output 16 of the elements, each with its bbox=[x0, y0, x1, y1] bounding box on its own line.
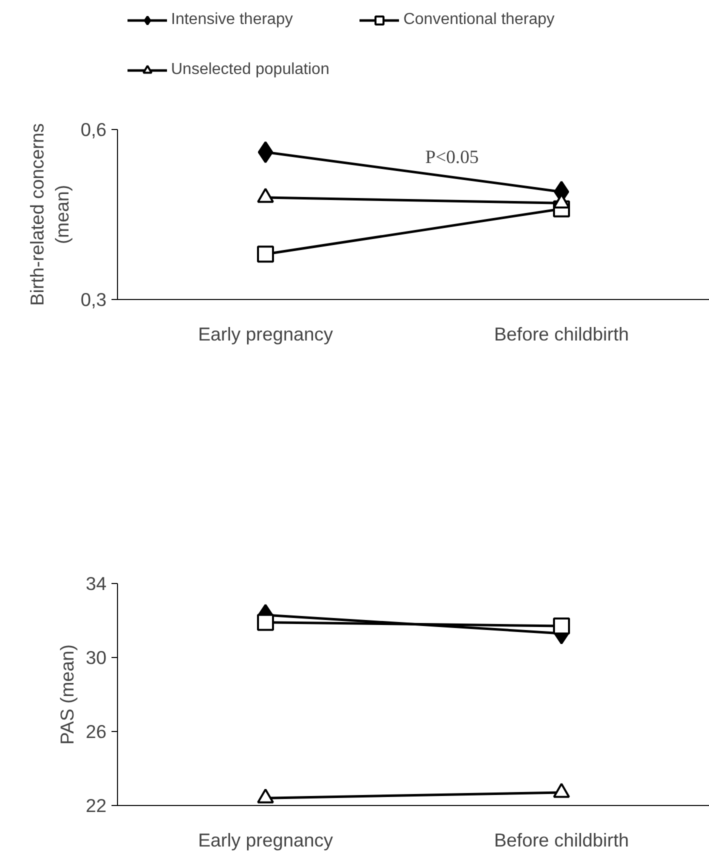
y-axis-title: Birth-related concerns (mean) bbox=[26, 123, 73, 306]
legend-label: Intensive therapy bbox=[171, 11, 293, 29]
y-tick-label: 26 bbox=[86, 721, 107, 742]
x-tick-label: Before childbirth bbox=[494, 830, 629, 850]
y-tick-label: 34 bbox=[86, 573, 107, 594]
y-tick-label: 0,6 bbox=[80, 119, 107, 140]
x-tick-label: Early pregnancy bbox=[198, 324, 334, 344]
y-tick-label: 30 bbox=[86, 647, 107, 668]
y-tick-label: 0,3 bbox=[80, 289, 107, 310]
y-axis-title: PAS (mean) bbox=[56, 644, 78, 745]
annotation: P<0.05 bbox=[425, 147, 479, 168]
legend-label: Conventional therapy bbox=[403, 11, 555, 29]
y-tick-label: 22 bbox=[86, 795, 107, 816]
legend-label: Unselected population bbox=[171, 61, 330, 79]
x-tick-label: Before childbirth bbox=[494, 324, 629, 344]
x-tick-label: Early pregnancy bbox=[198, 830, 334, 850]
